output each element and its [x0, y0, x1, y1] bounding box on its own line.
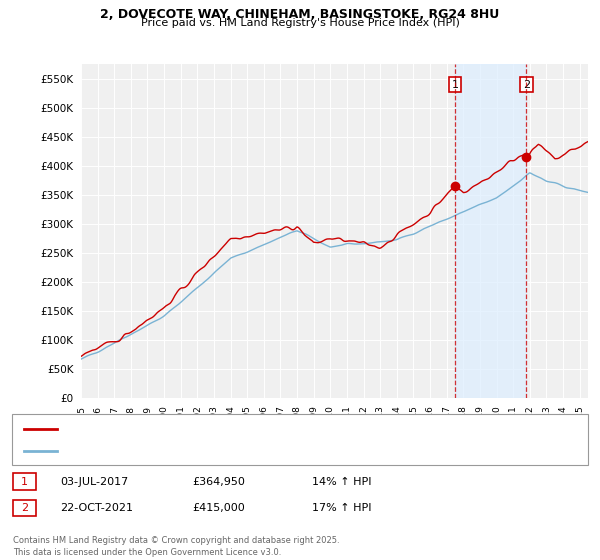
Text: Contains HM Land Registry data © Crown copyright and database right 2025.
This d: Contains HM Land Registry data © Crown c… — [13, 536, 340, 557]
Text: HPI: Average price, semi-detached house, Basingstoke and Deane: HPI: Average price, semi-detached house,… — [63, 446, 386, 456]
Text: £415,000: £415,000 — [192, 503, 245, 513]
Text: 2, DOVECOTE WAY, CHINEHAM, BASINGSTOKE, RG24 8HU (semi-detached house): 2, DOVECOTE WAY, CHINEHAM, BASINGSTOKE, … — [63, 423, 461, 433]
Text: 2, DOVECOTE WAY, CHINEHAM, BASINGSTOKE, RG24 8HU: 2, DOVECOTE WAY, CHINEHAM, BASINGSTOKE, … — [100, 8, 500, 21]
Text: 2: 2 — [523, 80, 530, 90]
Text: 1: 1 — [452, 80, 458, 90]
Text: Price paid vs. HM Land Registry's House Price Index (HPI): Price paid vs. HM Land Registry's House … — [140, 18, 460, 29]
Text: 14% ↑ HPI: 14% ↑ HPI — [312, 477, 371, 487]
Text: 2: 2 — [21, 503, 28, 513]
Bar — [455, 64, 526, 398]
Text: 22-OCT-2021: 22-OCT-2021 — [60, 503, 133, 513]
Text: £364,950: £364,950 — [192, 477, 245, 487]
Text: 03-JUL-2017: 03-JUL-2017 — [60, 477, 128, 487]
Text: 17% ↑ HPI: 17% ↑ HPI — [312, 503, 371, 513]
Text: 1: 1 — [21, 477, 28, 487]
